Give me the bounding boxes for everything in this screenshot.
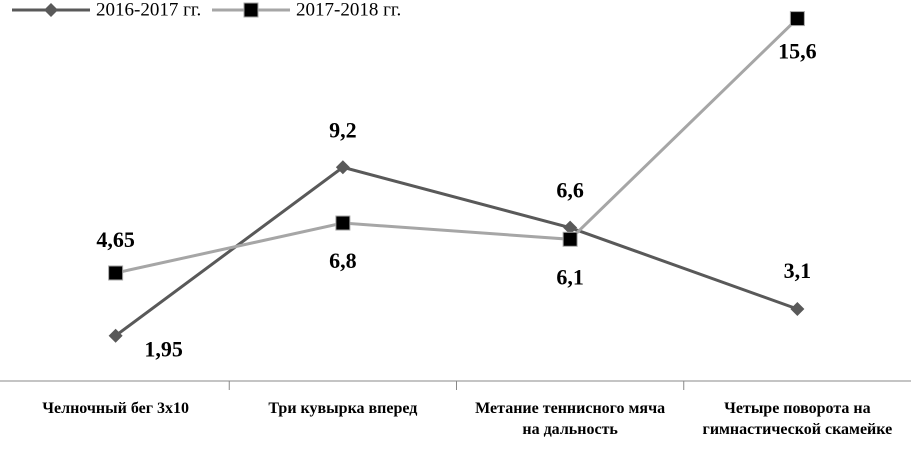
marker bbox=[44, 3, 58, 17]
data-label: 15,6 bbox=[778, 39, 817, 64]
x-tick-label: Четыре поворота на гимнастической скамей… bbox=[702, 400, 893, 438]
x-tick-label: Метание теннисного мяча на дальность bbox=[475, 400, 666, 438]
marker bbox=[108, 265, 124, 281]
data-label: 6,1 bbox=[556, 264, 584, 289]
data-label: 1,95 bbox=[144, 337, 183, 362]
marker bbox=[335, 215, 351, 231]
data-label: 3,1 bbox=[784, 258, 812, 283]
series-line bbox=[115, 17, 799, 275]
x-tick-label: Три кувырка вперед bbox=[268, 400, 418, 417]
marker bbox=[243, 2, 259, 18]
data-label: 6,6 bbox=[556, 178, 584, 203]
legend-label: 2017-2018 гг. bbox=[296, 0, 401, 20]
data-label: 9,2 bbox=[329, 117, 357, 142]
marker bbox=[789, 11, 805, 27]
marker bbox=[108, 328, 123, 343]
data-label: 6,8 bbox=[329, 248, 357, 273]
marker bbox=[563, 220, 578, 235]
x-tick-label: Челночный бег 3х10 bbox=[42, 400, 189, 417]
legend-label: 2016-2017 гг. bbox=[96, 0, 201, 20]
data-label: 4,65 bbox=[96, 227, 135, 252]
marker bbox=[335, 160, 350, 175]
series-line bbox=[114, 165, 798, 337]
marker bbox=[562, 231, 578, 247]
marker bbox=[790, 301, 805, 316]
